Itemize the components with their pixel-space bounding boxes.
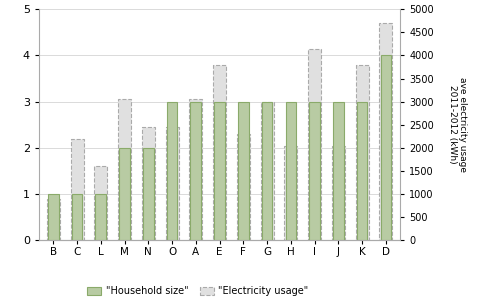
Bar [379,23,392,240]
Bar [165,127,179,240]
Bar [189,99,203,240]
Bar [285,102,296,240]
Y-axis label: ave electricity usage
2011-2012 (kWh): ave electricity usage 2011-2012 (kWh) [448,77,467,172]
Bar [309,102,320,240]
Bar [94,166,107,240]
Bar [214,102,225,240]
Bar [72,194,82,240]
Bar [333,102,344,240]
Bar [142,127,155,240]
Bar [71,139,83,240]
Bar [285,146,297,240]
Bar [190,102,201,240]
Bar [118,99,131,240]
Bar [119,148,130,240]
Bar [357,102,367,240]
Legend: "Household size", "Electricity usage": "Household size", "Electricity usage" [83,282,313,300]
Bar [47,199,60,240]
Bar [167,102,178,240]
Bar [262,102,272,240]
Bar [237,134,250,240]
Bar [238,102,249,240]
Bar [332,146,345,240]
Bar [213,65,226,240]
Bar [48,194,59,240]
Bar [356,65,368,240]
Bar [143,148,154,240]
Bar [96,194,106,240]
Bar [261,102,274,240]
Bar [381,55,391,240]
Bar [308,48,321,240]
